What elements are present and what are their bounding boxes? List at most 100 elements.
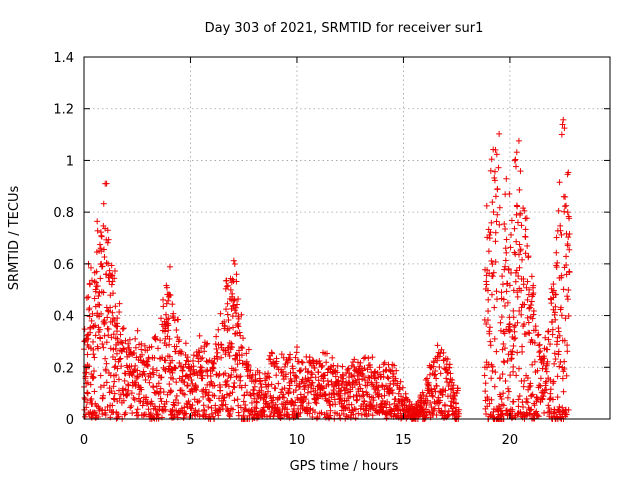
data-point — [118, 363, 125, 370]
data-point — [116, 356, 123, 363]
data-point — [90, 351, 97, 358]
data-point — [232, 355, 239, 362]
data-point — [163, 342, 170, 349]
data-point — [184, 382, 191, 389]
y-tick-label: 0.4 — [53, 310, 74, 325]
data-point — [118, 339, 125, 346]
y-tick-label: 1 — [66, 154, 74, 169]
data-point — [308, 388, 315, 395]
data-point — [281, 363, 288, 370]
data-point — [134, 327, 141, 334]
data-point — [89, 310, 96, 317]
data-point — [117, 331, 124, 338]
data-point — [120, 385, 127, 392]
data-point — [230, 257, 237, 264]
data-point — [88, 277, 95, 284]
data-point — [327, 407, 334, 414]
data-point — [234, 320, 241, 327]
data-point — [158, 398, 165, 405]
data-point — [220, 394, 227, 401]
data-point — [313, 400, 320, 407]
data-point — [94, 283, 101, 290]
data-point — [138, 340, 145, 347]
data-point — [204, 340, 211, 347]
data-point — [182, 361, 189, 368]
data-point — [136, 391, 143, 398]
data-point — [160, 388, 167, 395]
data-point — [291, 402, 298, 409]
data-point — [275, 395, 282, 402]
data-point — [283, 371, 290, 378]
data-point — [203, 411, 210, 418]
data-point — [232, 366, 239, 373]
data-point — [228, 371, 235, 378]
data-point — [84, 332, 91, 339]
data-point — [166, 363, 173, 370]
data-point — [228, 305, 235, 312]
data-point — [185, 398, 192, 405]
data-point — [306, 354, 313, 361]
data-point — [172, 396, 179, 403]
data-point — [96, 302, 103, 309]
data-point — [91, 295, 98, 302]
data-point — [122, 409, 129, 416]
data-point — [163, 300, 170, 307]
data-point — [171, 364, 178, 371]
data-point — [244, 368, 251, 375]
data-point — [207, 397, 214, 404]
data-point — [229, 313, 236, 320]
data-point — [90, 368, 97, 375]
data-point — [202, 386, 209, 393]
data-point — [158, 374, 165, 381]
data-point — [166, 263, 173, 270]
data-point — [318, 364, 325, 371]
data-point — [107, 304, 114, 311]
data-point — [222, 370, 229, 377]
data-point — [119, 325, 126, 332]
data-point — [140, 412, 147, 419]
data-point — [231, 260, 238, 267]
data-point — [321, 372, 328, 379]
data-point — [84, 389, 91, 396]
data-point — [198, 364, 205, 371]
data-point — [122, 337, 129, 344]
data-point — [313, 415, 320, 422]
data-point — [224, 311, 231, 318]
data-point — [213, 345, 220, 352]
data-point — [111, 378, 118, 385]
data-point — [99, 341, 106, 348]
data-point — [173, 343, 180, 350]
data-point — [169, 409, 176, 416]
data-point — [90, 374, 97, 381]
data-point — [131, 396, 138, 403]
data-point — [247, 367, 254, 374]
data-point — [224, 377, 231, 384]
data-point — [166, 341, 173, 348]
data-point — [305, 368, 312, 375]
data-point — [162, 357, 169, 364]
data-point — [162, 406, 169, 413]
data-point — [194, 399, 201, 406]
data-point — [236, 357, 243, 364]
data-point — [250, 390, 257, 397]
data-point — [96, 326, 103, 333]
data-point — [108, 388, 115, 395]
data-point — [207, 373, 214, 380]
data-point — [106, 267, 113, 274]
data-point — [225, 317, 232, 324]
data-point — [82, 396, 89, 403]
data-point — [204, 367, 211, 374]
data-point — [252, 404, 259, 411]
data-point — [265, 370, 272, 377]
data-point — [104, 227, 111, 234]
data-point — [102, 271, 109, 278]
data-point — [150, 365, 157, 372]
data-point — [311, 364, 318, 371]
data-point — [157, 395, 164, 402]
data-point — [166, 291, 173, 298]
x-tick-label: 0 — [80, 433, 88, 448]
data-point — [86, 363, 93, 370]
x-axis-title: GPS time / hours — [290, 459, 399, 474]
data-point — [312, 387, 319, 394]
data-point — [245, 363, 252, 370]
